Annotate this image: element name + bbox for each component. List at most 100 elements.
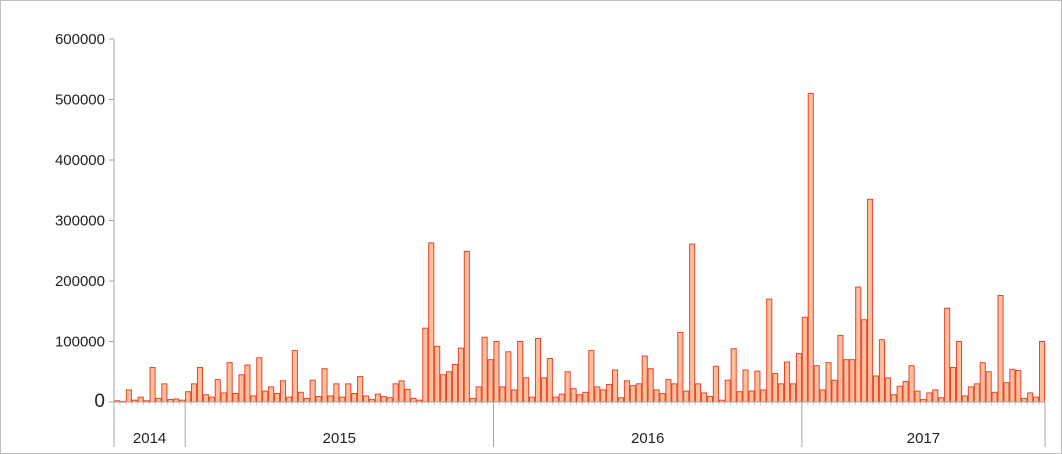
bar [362, 395, 370, 403]
x-year-groups: 2014 2015 2016 2017 [113, 402, 1046, 447]
bar [641, 355, 648, 403]
bar [695, 383, 702, 403]
year-label: 2017 [907, 430, 940, 447]
bar [451, 363, 459, 403]
bar [843, 359, 850, 403]
bar [724, 379, 731, 403]
bar [1009, 368, 1016, 403]
bar [742, 369, 749, 403]
bar [511, 389, 518, 403]
bar [671, 383, 678, 403]
bar [392, 383, 399, 403]
bar [558, 393, 565, 403]
bar [1021, 397, 1028, 403]
bar [185, 391, 192, 403]
bar [540, 377, 547, 403]
bar [161, 383, 168, 403]
bar [333, 383, 340, 403]
bar [890, 394, 897, 403]
bar [546, 357, 553, 403]
bar [944, 307, 951, 403]
bar [861, 319, 868, 403]
bar [422, 327, 429, 403]
bar [529, 396, 536, 403]
bar [795, 353, 802, 403]
bar [878, 339, 885, 403]
bar [274, 393, 281, 403]
bar [606, 383, 613, 403]
bar [493, 341, 500, 403]
bar [445, 371, 453, 403]
bar [831, 379, 838, 403]
bar [647, 368, 654, 403]
bar [855, 286, 862, 403]
bar [434, 345, 441, 403]
bar [659, 393, 666, 403]
bar [902, 380, 909, 403]
bar [665, 379, 672, 403]
bar [327, 395, 334, 403]
bar [730, 348, 737, 403]
y-tick-label: 0 [94, 391, 105, 412]
bar [351, 393, 358, 403]
year-label: 2016 [631, 430, 664, 447]
bar [238, 374, 245, 403]
bar [475, 386, 482, 403]
bar [689, 243, 696, 403]
bar [588, 350, 595, 403]
bar [938, 397, 945, 403]
bar [279, 380, 287, 403]
year-label: 2015 [323, 430, 356, 447]
bar [564, 371, 571, 403]
bar [825, 362, 832, 403]
bar [973, 383, 980, 403]
bar [125, 389, 132, 403]
bar [256, 357, 263, 403]
bar [534, 337, 542, 403]
y-tick-label: 200000 [55, 273, 105, 290]
bar [487, 359, 494, 403]
bar [291, 350, 298, 403]
bar [884, 377, 891, 403]
bar [410, 397, 417, 403]
bar [926, 392, 933, 403]
bar [398, 380, 405, 403]
bar [600, 389, 607, 403]
bar [706, 396, 714, 403]
bar [250, 395, 257, 403]
bar [653, 389, 660, 403]
bar [1027, 392, 1034, 403]
bar [789, 383, 797, 403]
bar [760, 389, 767, 403]
bar [345, 383, 352, 403]
bar [950, 367, 957, 403]
bar [137, 396, 144, 403]
bar [155, 397, 162, 403]
bar [315, 396, 322, 403]
bar [932, 389, 939, 403]
bar [1003, 382, 1010, 403]
bar [712, 365, 719, 403]
bar [961, 395, 968, 403]
bar [232, 393, 239, 403]
bar [517, 341, 524, 403]
bar [1033, 396, 1040, 403]
bar [552, 396, 559, 403]
bar [523, 377, 530, 403]
bar [303, 397, 310, 403]
bar [499, 386, 506, 403]
y-tick-label: 600000 [55, 31, 105, 48]
bar [908, 365, 915, 403]
bar [594, 386, 601, 403]
bar [807, 92, 814, 403]
bar [214, 379, 221, 403]
bar [374, 393, 381, 403]
bar [778, 383, 785, 403]
bar [357, 376, 364, 403]
bar [623, 380, 630, 403]
bar [629, 385, 636, 403]
bar [801, 316, 808, 403]
y-tick-label: 400000 [55, 152, 105, 169]
bar [309, 379, 316, 403]
